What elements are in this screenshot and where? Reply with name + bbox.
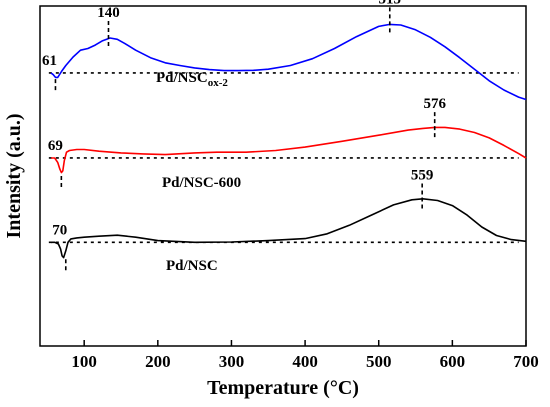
peak-label-pd-nsc-600-69: 69 (48, 138, 63, 154)
x-tick-label-400: 400 (292, 352, 318, 371)
series-label-pd-nsc: Pd/NSC (166, 258, 218, 274)
peak-label-pd-nscox-2-61: 61 (42, 53, 57, 69)
series-label-main: Pd/NSC (156, 70, 208, 86)
plot-frame (39, 5, 527, 347)
series-line-pd-nscox-2 (50, 23, 527, 101)
x-axis-ticks: 100 200 300 400 500 600 700 (71, 340, 539, 371)
peak-markers: 70 559 69 576 61 140 515 (42, 0, 446, 272)
x-tick-label-100: 100 (71, 352, 97, 371)
series-line-pd-nsc-600 (51, 126, 527, 174)
series-label-main: Pd/NSC-600 (162, 175, 241, 191)
series-line-pd-nsc (51, 198, 527, 259)
x-tick-label-500: 500 (366, 352, 392, 371)
series-lines (50, 23, 527, 259)
x-axis-title: Temperature (°C) (207, 377, 359, 399)
peak-label-pd-nsc-600-576: 576 (423, 96, 446, 112)
peak-label-pd-nsc-559: 559 (411, 168, 434, 184)
peak-label-pd-nscox-2-140: 140 (97, 5, 120, 21)
x-tick-label-600: 600 (440, 352, 466, 371)
x-tick-label-200: 200 (145, 352, 171, 371)
series-label-pd-nscox-2: Pd/NSCox-2 (156, 70, 228, 89)
baselines (48, 72, 519, 244)
y-axis-title: Intensity (a.u.) (3, 113, 25, 238)
x-tick-label-700: 700 (513, 352, 539, 371)
series-label-pd-nsc-600: Pd/NSC-600 (162, 175, 241, 191)
x-tick-label-300: 300 (219, 352, 245, 371)
peak-label-pd-nscox-2-515: 515 (379, 0, 402, 7)
series-label-main: Pd/NSC (166, 258, 218, 274)
series-label-subscript: ox-2 (208, 77, 229, 89)
peak-label-pd-nsc-70: 70 (52, 222, 67, 238)
